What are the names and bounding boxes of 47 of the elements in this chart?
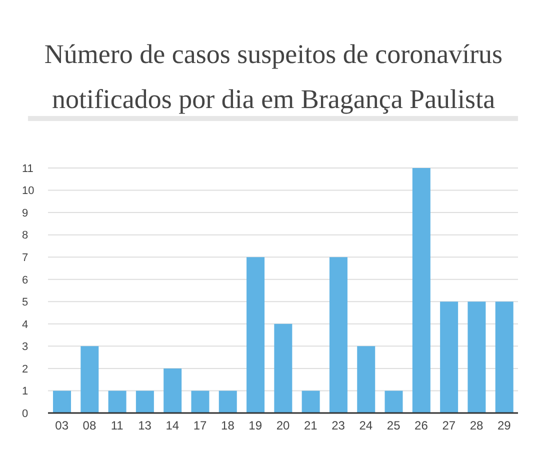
bar	[218, 390, 237, 413]
x-tick-label: 19	[248, 418, 262, 433]
bar	[495, 302, 514, 413]
x-tick-label: 24	[359, 418, 373, 433]
x-tick-label: 11	[110, 418, 124, 433]
x-tick-label: 14	[166, 418, 180, 433]
y-tick-label: 11	[22, 162, 34, 175]
bar	[357, 346, 376, 413]
y-tick-label: 10	[22, 185, 34, 198]
bar	[191, 390, 210, 413]
x-tick-label: 18	[221, 418, 235, 433]
bar	[53, 390, 71, 413]
x-tick-label: 21	[304, 418, 318, 433]
bar	[468, 302, 486, 413]
x-tick-label: 08	[82, 418, 96, 433]
x-tick-label: 27	[442, 418, 456, 433]
bar	[80, 346, 99, 413]
bar	[329, 257, 348, 413]
x-tick-label: 25	[386, 418, 401, 433]
x-tick-label: 26	[414, 418, 428, 433]
x-tick-label: 29	[497, 418, 512, 433]
x-tick-label: 23	[332, 418, 346, 433]
bar	[246, 257, 265, 413]
y-tick-label: 7	[22, 252, 28, 264]
y-tick-label: 2	[22, 363, 28, 376]
x-tick-label: 28	[470, 418, 484, 433]
bar	[384, 390, 403, 413]
x-tick-label: 17	[193, 418, 208, 433]
y-tick-label: 8	[22, 230, 28, 242]
y-tick-label: 6	[22, 274, 28, 286]
bar	[302, 390, 320, 413]
y-tick-label: 1	[22, 386, 28, 398]
y-tick-label: 4	[22, 318, 28, 331]
chart-title: Número de casos suspeitos de coronavírus notificados por dia em Bragança Paulista	[43, 38, 504, 116]
y-tick-label: 5	[22, 296, 28, 309]
y-tick-label: 9	[22, 207, 28, 220]
y-tick-label: 3	[22, 341, 28, 354]
y-tick-label: 0	[22, 408, 28, 420]
bar	[108, 390, 126, 413]
bar	[164, 368, 182, 413]
bar	[136, 390, 154, 413]
x-tick-label: 20	[276, 418, 290, 433]
bar	[440, 302, 458, 413]
bar	[274, 324, 292, 413]
bar	[412, 168, 430, 413]
x-tick-label: 13	[138, 418, 152, 433]
x-tick-label: 03	[55, 418, 69, 433]
